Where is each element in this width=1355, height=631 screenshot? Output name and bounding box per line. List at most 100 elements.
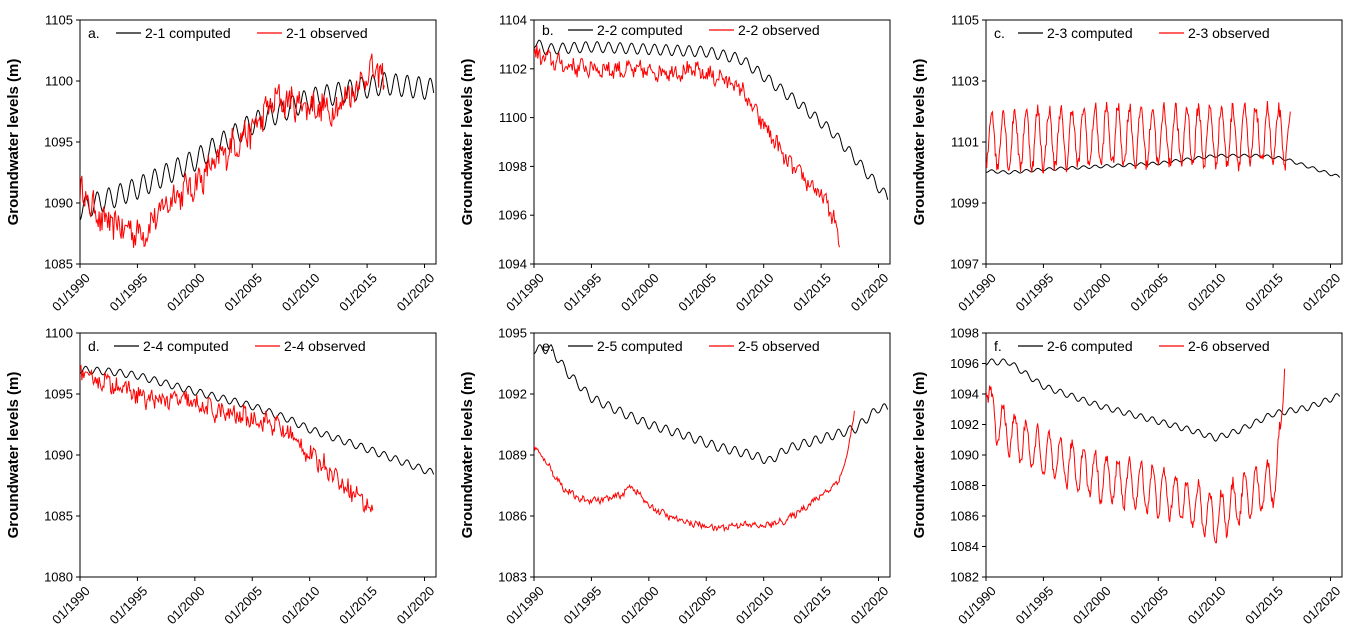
legend-entry: 2-6 observed — [1188, 338, 1270, 354]
series-line-observed — [80, 53, 385, 248]
x-tick-label: 01/2005 — [1127, 583, 1171, 627]
y-tick-label: 1080 — [44, 570, 73, 585]
panel-letter: f. — [994, 338, 1002, 354]
legend-entry: 2-4 computed — [143, 338, 229, 354]
y-axis-label: Groundwater levels (m) — [459, 59, 476, 226]
y-axis-label: Groundwater levels (m) — [911, 59, 928, 226]
panel-3: 1097 1099 1101 1103 1105 01/1990 01/1995 01/200… — [911, 13, 1343, 315]
y-tick-label: 1082 — [950, 570, 979, 585]
plot-frame — [79, 332, 437, 578]
y-tick-label: 1083 — [498, 570, 527, 585]
x-tick-label: 01/1995 — [1012, 270, 1056, 314]
legend-entry: 2-1 computed — [145, 25, 231, 41]
y-tick-label: 1092 — [498, 387, 527, 402]
y-tick-label: 1090 — [950, 448, 979, 463]
series-line-computed — [534, 344, 889, 464]
y-tick-label: 1103 — [951, 74, 979, 89]
x-tick-label: 01/1990 — [503, 270, 547, 314]
x-tick-label: 01/2020 — [848, 583, 892, 627]
x-tick-label: 01/2010 — [279, 270, 323, 314]
panel-4: 1080 1085 1090 1095 1100 01/1990 01/1995 01/200… — [5, 326, 437, 628]
y-tick-label: 1085 — [44, 509, 73, 524]
panel-1: 1085 1090 1095 1100 1105 01/1990 01/1995 01/200… — [5, 13, 437, 315]
x-tick-label: 01/2020 — [1300, 583, 1344, 627]
series-line-observed — [986, 368, 1286, 544]
y-tick-label: 1096 — [950, 356, 979, 371]
x-tick-label: 01/2010 — [733, 583, 777, 627]
series-line-observed — [534, 45, 840, 248]
x-tick-label: 01/2010 — [733, 270, 777, 314]
x-tick-label: 01/1990 — [49, 583, 93, 627]
x-tick-label: 01/2005 — [1127, 270, 1171, 314]
x-tick-label: 01/2005 — [221, 270, 265, 314]
series-line-computed — [534, 39, 889, 200]
x-tick-label: 01/2000 — [164, 270, 208, 314]
series-line-computed — [986, 153, 1341, 178]
x-tick-label: 01/1990 — [955, 270, 999, 314]
x-tick-label: 01/2005 — [675, 270, 719, 314]
y-tick-label: 1101 — [951, 135, 979, 150]
y-axis-label: Groundwater levels (m) — [5, 59, 22, 226]
x-tick-label: 01/2010 — [1185, 583, 1229, 627]
y-tick-label: 1097 — [950, 257, 979, 272]
series-line-computed — [986, 358, 1341, 442]
y-tick-label: 1105 — [45, 13, 73, 28]
series-line-observed — [534, 410, 855, 533]
y-tick-label: 1090 — [44, 448, 73, 463]
x-tick-label: 01/2005 — [675, 583, 719, 627]
panel-letter: e. — [542, 338, 554, 354]
y-tick-label: 1086 — [498, 509, 527, 524]
x-tick-label: 01/1995 — [1012, 583, 1056, 627]
y-tick-label: 1100 — [499, 110, 527, 125]
y-tick-label: 1094 — [498, 257, 527, 272]
plot-frame — [79, 19, 437, 265]
panel-letter: c. — [994, 25, 1005, 41]
y-tick-label: 1104 — [499, 13, 527, 28]
panel-6: 1082 1084 1086 1088 1090 1092 1094 1096 1098 01/1… — [911, 326, 1343, 628]
plot-frame — [533, 332, 891, 578]
panel-letter: a. — [88, 25, 100, 41]
x-tick-label: 01/2020 — [394, 583, 438, 627]
y-tick-label: 1102 — [499, 61, 527, 76]
x-tick-label: 01/1990 — [503, 583, 547, 627]
x-tick-label: 01/2000 — [618, 583, 662, 627]
x-tick-label: 01/2015 — [336, 270, 380, 314]
legend-entry: 2-5 computed — [597, 338, 683, 354]
panel-letter: b. — [542, 22, 554, 38]
x-tick-label: 01/2000 — [164, 583, 208, 627]
legend-entry: 2-5 observed — [738, 338, 820, 354]
x-tick-label: 01/1995 — [106, 583, 150, 627]
panel-letter: d. — [88, 338, 100, 354]
y-tick-label: 1098 — [950, 326, 979, 341]
y-tick-label: 1095 — [498, 326, 527, 341]
x-tick-label: 01/2020 — [848, 270, 892, 314]
x-tick-label: 01/2010 — [279, 583, 323, 627]
legend-entry: 2-3 observed — [1188, 25, 1270, 41]
y-axis-label: Groundwater levels (m) — [911, 372, 928, 539]
y-axis-label: Groundwater levels (m) — [5, 372, 22, 539]
x-tick-label: 01/2015 — [790, 583, 834, 627]
x-tick-label: 01/2005 — [221, 583, 265, 627]
x-tick-label: 01/1995 — [106, 270, 150, 314]
series-line-computed — [80, 71, 435, 221]
x-tick-label: 01/2020 — [394, 270, 438, 314]
y-tick-label: 1098 — [498, 159, 527, 174]
x-tick-label: 01/1995 — [560, 270, 604, 314]
x-tick-label: 01/2015 — [790, 270, 834, 314]
series-line-computed — [80, 365, 435, 475]
x-tick-label: 01/2010 — [1185, 270, 1229, 314]
x-tick-label: 01/2015 — [1242, 583, 1286, 627]
y-axis-label: Groundwater levels (m) — [459, 372, 476, 539]
y-tick-label: 1095 — [44, 135, 73, 150]
x-tick-label: 01/1995 — [560, 583, 604, 627]
panel-5: 1083 1086 1089 1092 1095 01/1990 01/1995 01/200… — [459, 326, 891, 628]
legend-entry: 2-2 observed — [738, 22, 820, 38]
y-tick-label: 1105 — [951, 13, 979, 28]
y-tick-label: 1096 — [498, 208, 527, 223]
panel-2: 1094 1096 1098 1100 1102 1104 01/1990 01/1995 01… — [459, 13, 891, 315]
legend-entry: 2-6 computed — [1047, 338, 1133, 354]
x-tick-label: 01/2000 — [618, 270, 662, 314]
x-tick-label: 01/2000 — [1070, 583, 1114, 627]
y-tick-label: 1092 — [950, 417, 979, 432]
plot-frame — [985, 19, 1343, 265]
